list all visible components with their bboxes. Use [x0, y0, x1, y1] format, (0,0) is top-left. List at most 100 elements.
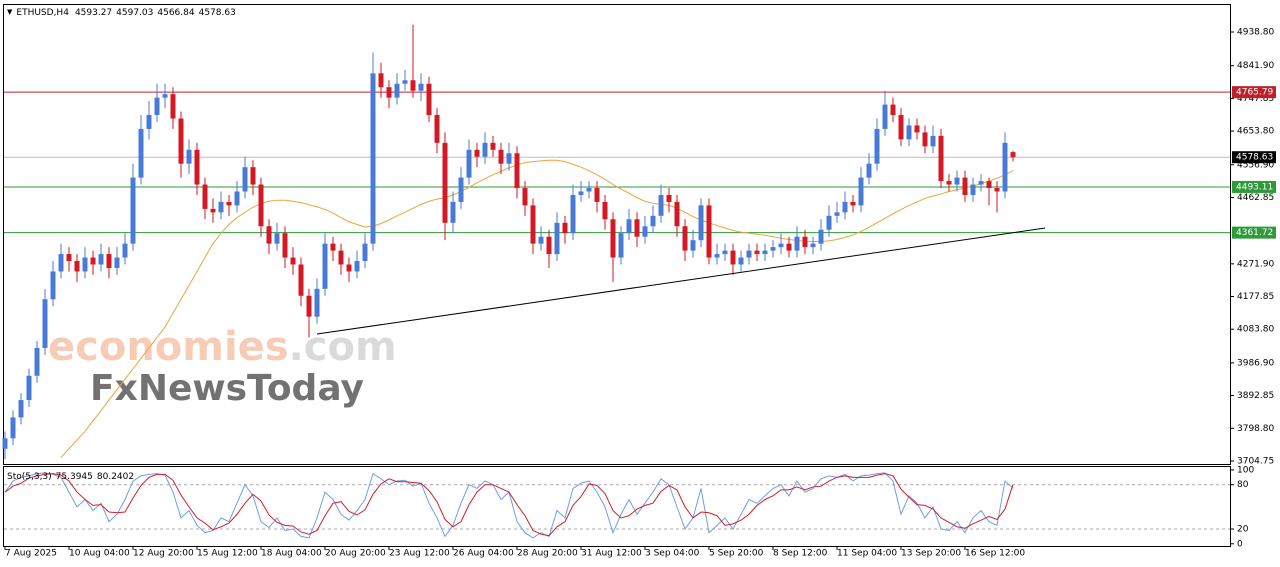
candle-body: [922, 132, 928, 147]
candle-body: [858, 177, 864, 206]
candle-body: [882, 104, 888, 129]
candle-body: [138, 128, 144, 178]
candle-body: [274, 233, 280, 244]
candle-body: [962, 177, 968, 195]
candle-body: [986, 181, 992, 189]
candle-body: [250, 167, 256, 185]
candle-body: [762, 250, 768, 255]
candle-body: [834, 212, 840, 216]
candle-body: [610, 219, 616, 258]
candle-body: [66, 254, 72, 262]
x-tick-label: 5 Sep 20:00: [709, 549, 764, 559]
x-tick-label: 15 Aug 12:00: [197, 549, 258, 559]
price-label-box: [1232, 86, 1276, 99]
candle-body: [850, 201, 856, 206]
candle-body: [1002, 142, 1008, 192]
stoch-title: Sto(5,3,3): [7, 472, 52, 482]
y-tick-label: 3892.85: [1237, 391, 1274, 401]
y-tick-label: 4083.80: [1237, 325, 1274, 335]
axes: 4938.80 4841.90 4747.85 4653.80 4556.90 4462.…: [4, 28, 1276, 559]
candle-body: [714, 254, 720, 258]
candle-body: [186, 149, 192, 164]
x-tick-label: 26 Aug 04:00: [453, 549, 514, 559]
candle-body: [866, 163, 872, 178]
candle-body: [450, 201, 456, 223]
price-label-box: [1232, 180, 1276, 193]
candle-body: [442, 142, 448, 223]
candle-body: [650, 215, 656, 227]
candle-body: [754, 250, 760, 255]
candle-body: [618, 233, 624, 258]
x-tick-label: 18 Aug 04:00: [261, 549, 322, 559]
candle-body: [410, 80, 416, 91]
y-tick-label: 3986.90: [1237, 358, 1274, 368]
candle-body: [634, 219, 640, 237]
y-tick-label: 4653.80: [1237, 127, 1274, 137]
candle-body: [18, 400, 24, 418]
candle-body: [34, 347, 40, 376]
candle-body: [530, 205, 536, 244]
candle-body: [994, 188, 1000, 192]
candle-body: [626, 219, 632, 234]
candle-body: [538, 236, 544, 244]
candle-body: [746, 250, 752, 258]
candle-body: [674, 201, 680, 227]
candle-body: [546, 236, 552, 255]
candle-body: [74, 261, 80, 272]
y-tick-label: 3704.75: [1237, 456, 1274, 466]
y-tick-label: 0: [1237, 539, 1243, 549]
x-tick-label: 23 Aug 12:00: [389, 549, 450, 559]
candle-body: [434, 115, 440, 143]
price-label-box: [1232, 226, 1276, 239]
candle-body: [162, 94, 168, 98]
candle-body: [786, 243, 792, 251]
candle-body: [114, 257, 120, 268]
candle-body: [802, 236, 808, 248]
candle-body: [146, 115, 152, 129]
candle-body: [482, 142, 488, 157]
candle-body: [26, 375, 32, 401]
y-tick-label: 100: [1237, 465, 1254, 475]
candle-body: [570, 194, 576, 234]
trendline: [316, 227, 1046, 335]
candle-body: [770, 247, 776, 251]
x-tick-label: 12 Aug 20:00: [133, 549, 194, 559]
candle-body: [722, 250, 728, 255]
candle-body: [890, 104, 896, 116]
candle-body: [490, 142, 496, 150]
candle-body: [586, 188, 592, 192]
candle-body: [10, 417, 16, 439]
candle-body: [914, 125, 920, 133]
stoch-plot: [4, 472, 1230, 539]
header: ▼ ETHUSD,H4 4593.27 4597.03 4566.84 4578.63: [7, 8, 236, 18]
candle-body: [210, 208, 216, 213]
candle-body: [930, 135, 936, 147]
y-tick-label: 4938.80: [1237, 28, 1274, 38]
candle-body: [82, 257, 88, 272]
watermark: economies.com FxNewsToday: [48, 324, 397, 409]
candle-body: [906, 125, 912, 140]
candle-body: [682, 226, 688, 251]
candle-body: [282, 233, 288, 258]
candle-body: [50, 271, 56, 300]
price-label: 4765.79: [1236, 88, 1273, 98]
candle-body: [818, 229, 824, 244]
candle-body: [242, 167, 248, 192]
candle-body: [2, 438, 8, 449]
candle-body: [290, 257, 296, 265]
candle-body: [298, 264, 304, 296]
candle-body: [170, 94, 176, 119]
candle-body: [42, 299, 48, 348]
candle-body: [218, 201, 224, 213]
candle-body: [90, 257, 96, 265]
candle-body: [474, 149, 480, 157]
moving-average: [60, 159, 1014, 458]
y-tick-label: 80: [1237, 480, 1249, 490]
stoch-d-value: 80.2402: [97, 472, 134, 482]
candle-body: [594, 188, 600, 202]
candle-body: [778, 243, 784, 248]
menu-arrow: ▼: [7, 8, 13, 16]
candle-body: [418, 83, 424, 91]
price-label-box: [1232, 151, 1276, 164]
watermark-brand: economies.com: [48, 324, 397, 370]
